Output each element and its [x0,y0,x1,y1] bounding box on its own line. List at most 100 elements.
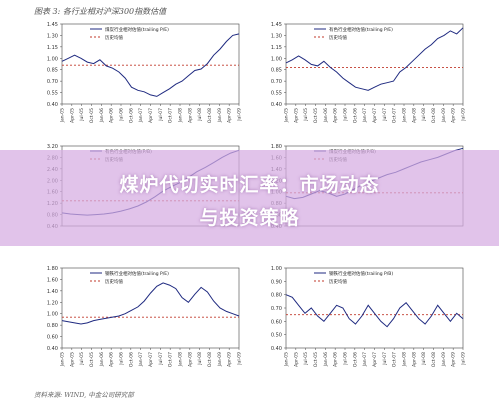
y-tick-label: 0.70 [271,79,282,85]
x-tick-label: Apr-06 [333,352,339,367]
legend-label-series: 煤炭行业相对估值(trailing P/E) [105,26,169,33]
plot-frame [61,23,240,105]
y-tick-label: 1.30 [271,33,282,39]
banner-overlay [0,150,499,246]
x-tick-label: Apr-07 [148,352,154,367]
source-note: 资料来源: WIND, 中金公司研究部 [34,391,134,399]
y-tick-label: 1.00 [271,266,282,272]
x-tick-label: Jul-06 [343,108,349,122]
x-tick-label: Jan-08 [178,352,184,367]
x-tick-label: Jul-08 [421,352,427,366]
x-tick-label: Apr-05 [69,108,75,123]
y-tick-label: 0.80 [47,323,58,329]
y-tick-label: 1.40 [47,289,58,295]
legend-label-average: 历史均值 [329,278,347,285]
x-tick-label: Jan-09 [217,352,223,367]
x-tick-label: Jul-09 [461,352,467,366]
x-tick-label: Apr-05 [69,352,75,367]
legend-label-series: 钢铁行业相对估值(trailing P/B) [329,270,393,277]
x-tick-label: Jul-06 [119,108,125,122]
y-tick-label: 1.45 [47,22,58,28]
x-tick-label: Jan-05 [284,108,290,123]
legend-label-average: 历史均值 [105,278,123,285]
x-tick-label: Jul-07 [158,108,164,122]
legend-label-average: 历史均值 [329,34,347,41]
x-tick-label: Jan-08 [178,108,184,123]
figure-title: 图表 3: 各行业相对沪深300指数估值 [34,7,167,16]
x-tick-label: Jul-07 [382,108,388,122]
x-tick-label: Oct-08 [207,352,213,367]
x-tick-label: Oct-05 [89,352,95,367]
x-tick-label: Apr-06 [109,108,115,123]
y-tick-label: 0.55 [271,91,282,97]
y-tick-label: 1.20 [47,300,58,306]
x-tick-label: Apr-07 [372,352,378,367]
x-tick-label: Jan-08 [402,352,408,367]
x-tick-label: Oct-08 [431,352,437,367]
plot-frame [285,23,464,105]
x-tick-label: Jul-09 [237,108,243,122]
y-tick-label: 1.00 [47,312,58,318]
x-tick-label: Jan-06 [99,108,105,123]
x-tick-label: Jan-07 [138,352,144,367]
y-tick-label: 0.70 [271,306,282,312]
x-tick-label: Apr-08 [411,352,417,367]
y-tick-label: 1.80 [271,144,282,150]
series-line [61,282,240,325]
x-tick-label: Apr-08 [187,352,193,367]
x-tick-label: Apr-09 [227,108,233,123]
x-tick-label: Jul-09 [237,352,243,366]
y-tick-label: 0.90 [271,279,282,285]
legend-label-average: 历史均值 [105,34,123,41]
x-tick-label: Jan-06 [323,352,329,367]
x-tick-label: Oct-06 [352,108,358,123]
x-tick-label: Jul-06 [343,352,349,366]
x-tick-label: Oct-05 [313,108,319,123]
y-tick-label: 0.85 [271,68,282,74]
x-tick-label: Jul-07 [382,352,388,366]
x-tick-label: Jan-05 [284,352,290,367]
x-tick-label: Jul-08 [197,108,203,122]
y-tick-label: 0.50 [271,333,282,339]
chart-panel-bottom-right: 0.40 0.50 0.60 0.70 0.80 0.90 1.00 Jan-05 Apr-05… [271,266,467,367]
x-tick-label: Oct-07 [392,352,398,367]
x-tick-label: Oct-07 [168,352,174,367]
x-tick-label: Jan-06 [323,108,329,123]
x-tick-label: Apr-09 [451,352,457,367]
y-tick-label: 0.60 [271,319,282,325]
series-line [61,33,240,97]
x-tick-label: Oct-06 [128,352,134,367]
x-tick-label: Oct-05 [89,108,95,123]
x-tick-label: Oct-06 [128,108,134,123]
x-tick-label: Jan-09 [441,108,447,123]
y-tick-label: 1.00 [271,56,282,62]
x-tick-label: Oct-07 [168,108,174,123]
y-tick-label: 0.40 [271,102,282,108]
x-tick-label: Apr-05 [293,352,299,367]
x-tick-label: Jul-09 [461,108,467,122]
series-line [285,27,464,91]
x-tick-label: Apr-09 [227,352,233,367]
x-tick-label: Apr-08 [187,108,193,123]
plot-frame [61,267,240,349]
x-tick-label: Apr-06 [333,108,339,123]
x-tick-label: Jul-05 [303,352,309,366]
y-tick-label: 0.60 [47,335,58,341]
series-line [285,294,464,328]
x-tick-label: Jul-05 [79,352,85,366]
y-tick-label: 0.70 [47,79,58,85]
x-tick-label: Oct-07 [392,108,398,123]
y-tick-label: 0.85 [47,68,58,74]
x-tick-label: Oct-08 [431,108,437,123]
x-tick-label: Apr-08 [411,108,417,123]
x-tick-label: Jan-07 [138,108,144,123]
y-tick-label: 1.60 [47,277,58,283]
y-tick-label: 1.80 [47,266,58,272]
y-tick-label: 3.20 [47,144,58,150]
x-tick-label: Jan-09 [441,352,447,367]
x-tick-label: Jul-08 [197,352,203,366]
legend-label-series: 有色行业相对估值(trailing P/E) [329,26,393,33]
